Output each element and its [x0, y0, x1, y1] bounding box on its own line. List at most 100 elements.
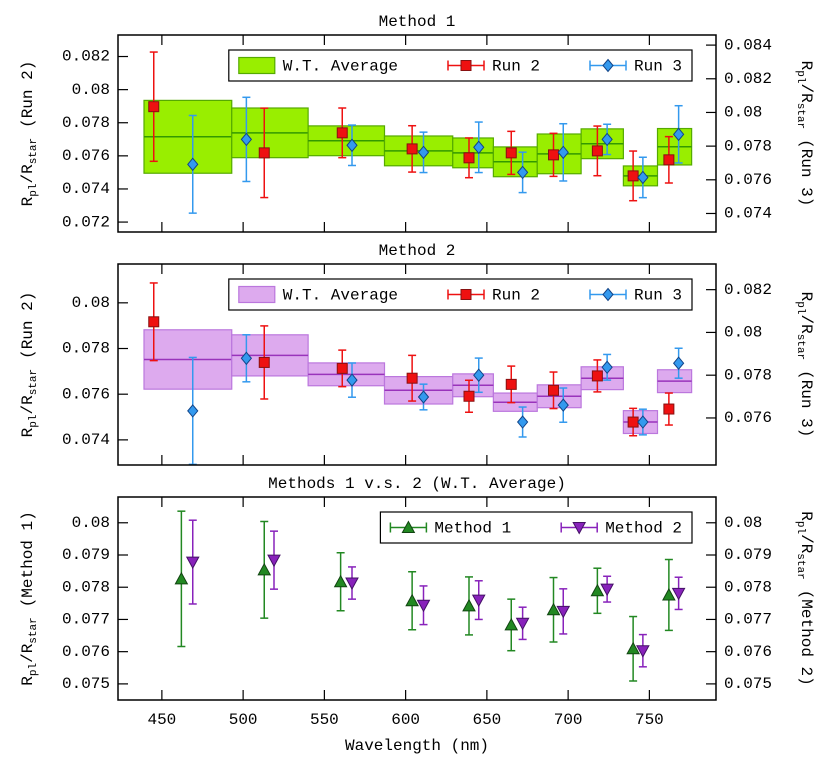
- marker: [663, 154, 675, 166]
- legend-marker: [401, 520, 416, 533]
- marker: [416, 599, 431, 613]
- marker: [174, 571, 189, 585]
- y2-tick-label: 0.082: [724, 281, 772, 299]
- y2-tick-label: 0.076: [724, 409, 772, 427]
- y-tick-label: 0.075: [62, 675, 110, 693]
- marker: [333, 574, 348, 588]
- marker: [672, 356, 685, 370]
- axis-label: Rpl/Rstar (Run 3): [794, 292, 815, 438]
- y-tick-label: 0.079: [62, 546, 110, 564]
- marker: [600, 583, 614, 597]
- axis-label: Rpl/Rstar (Run 2): [19, 292, 40, 438]
- marker: [591, 145, 603, 157]
- axis-label-part: R: [19, 427, 37, 437]
- marker: [672, 127, 685, 142]
- legend-label: Run 2: [492, 58, 540, 76]
- marker: [663, 403, 675, 415]
- axis-label-part: pl: [28, 663, 40, 676]
- y2-tick-label: 0.074: [724, 205, 772, 223]
- x-tick-label: 650: [472, 711, 501, 729]
- y-tick-label: 0.076: [62, 147, 110, 165]
- marker: [627, 416, 639, 428]
- panel-title: Method 2: [379, 242, 456, 260]
- plot-area: [143, 51, 693, 214]
- x-tick-label: 450: [147, 711, 176, 729]
- x-axis-title: Wavelength (nm): [345, 737, 489, 755]
- legend-label: Run 3: [634, 287, 682, 305]
- y-tick-label: 0.076: [62, 385, 110, 403]
- y2-tick-label: 0.08: [724, 324, 762, 342]
- x-tick-label: 600: [391, 711, 420, 729]
- legend-label: Method 2: [605, 520, 682, 538]
- axis-label-part: R: [797, 292, 815, 302]
- marker: [662, 587, 676, 601]
- axis-label-part: R: [19, 196, 37, 206]
- axis-label: Rpl/Rstar (Run 3): [794, 61, 815, 207]
- marker: [557, 145, 569, 160]
- x-tick-label: 700: [554, 711, 583, 729]
- legend-marker: [602, 58, 614, 73]
- axis-label-part: (Method 2): [797, 590, 815, 686]
- axis-label-part: /R: [797, 83, 815, 103]
- legend-swatch: [238, 285, 276, 304]
- marker: [406, 372, 418, 384]
- marker: [591, 370, 603, 382]
- y-tick-label: 0.078: [62, 340, 110, 358]
- legend-box: [379, 511, 693, 544]
- marker: [406, 143, 418, 155]
- axis-label-part: pl: [794, 301, 806, 314]
- marker: [258, 147, 270, 159]
- legend-label: W.T. Average: [283, 287, 398, 305]
- marker: [463, 152, 475, 164]
- marker: [601, 132, 613, 147]
- y2-tick-label: 0.078: [724, 137, 772, 155]
- axis-label-part: R: [19, 676, 37, 686]
- y2-tick-label: 0.079: [724, 546, 772, 564]
- axis-label-part: R: [797, 511, 815, 521]
- y-tick-label: 0.077: [62, 611, 110, 629]
- y-tick-label: 0.08: [72, 81, 110, 99]
- marker: [148, 101, 160, 113]
- axis-label-part: star: [794, 334, 806, 360]
- marker: [557, 398, 569, 412]
- legend-label: Method 1: [434, 520, 511, 538]
- marker: [187, 157, 199, 172]
- marker: [548, 384, 559, 396]
- marker: [462, 598, 476, 612]
- y2-tick-label: 0.077: [724, 611, 772, 629]
- marker: [556, 605, 571, 619]
- axis-label-part: pl: [28, 184, 40, 197]
- marker: [346, 138, 358, 153]
- marker: [626, 641, 640, 655]
- marker: [185, 556, 200, 570]
- axis-label-part: /R: [19, 395, 37, 415]
- y2-tick-label: 0.084: [724, 36, 772, 54]
- marker: [515, 617, 530, 631]
- x-tick-label: 750: [635, 711, 664, 729]
- y2-tick-label: 0.082: [724, 70, 772, 88]
- y-tick-label: 0.08: [72, 514, 110, 532]
- axis-label-part: star: [28, 138, 40, 164]
- x-tick-label: 500: [229, 711, 258, 729]
- plot-area: [174, 510, 686, 682]
- axis-label-part: star: [28, 617, 40, 643]
- marker: [504, 617, 519, 631]
- marker: [671, 587, 686, 601]
- axis-label-part: /R: [19, 164, 37, 184]
- axis-label-part: /R: [797, 534, 815, 554]
- y-tick-label: 0.078: [62, 114, 110, 132]
- marker: [187, 404, 199, 418]
- marker: [257, 562, 272, 576]
- x-tick-label: 550: [310, 711, 339, 729]
- legend-marker: [602, 287, 614, 302]
- legend-label: Run 2: [492, 287, 540, 305]
- marker: [336, 127, 348, 139]
- legend-label: W.T. Average: [283, 58, 398, 76]
- marker: [148, 316, 160, 328]
- marker: [463, 390, 475, 402]
- axis-label-part: (Run 3): [797, 139, 815, 206]
- y2-tick-label: 0.078: [724, 366, 772, 384]
- marker: [627, 170, 639, 182]
- axis-label: Rpl/Rstar (Method 2): [794, 511, 815, 685]
